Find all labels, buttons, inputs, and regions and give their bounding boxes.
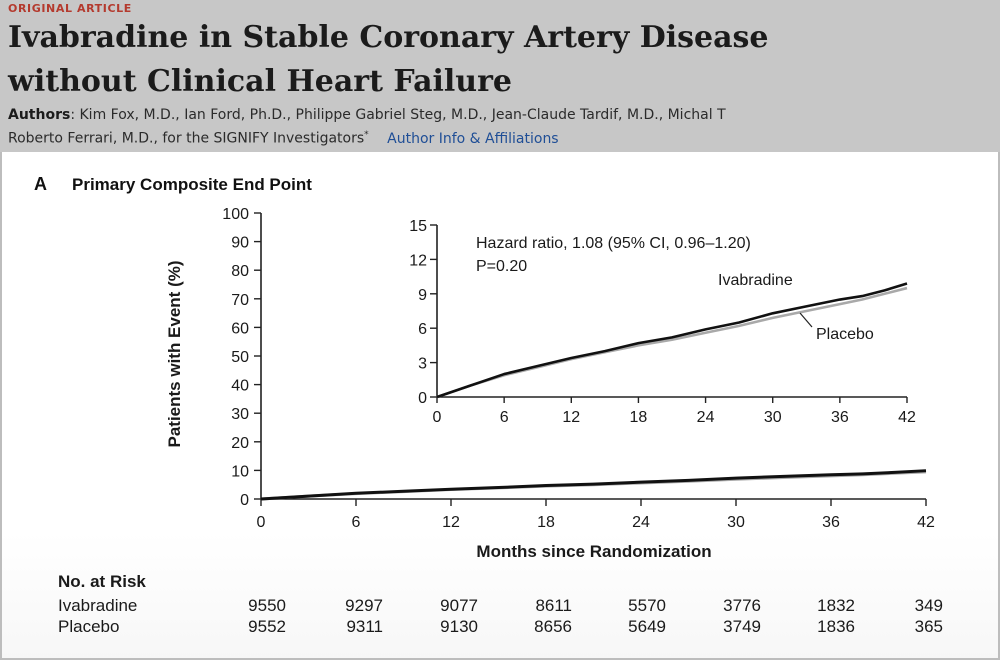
risk-table: No. at Risk Ivabradine 9550 9297 9077 8611 55…: [0, 572, 1000, 652]
authors-list-1: : Kim Fox, M.D., Ian Ford, Ph.D., Philip…: [70, 107, 726, 123]
author-info-link[interactable]: Author Info & Affiliations: [387, 130, 559, 147]
y-tick-label: 60: [231, 320, 249, 337]
panel-title: Primary Composite End Point: [72, 175, 312, 194]
risk-cell: 8656: [534, 617, 572, 636]
inset-x-tick-label: 12: [562, 409, 580, 426]
y-tick-label: 20: [231, 435, 249, 452]
risk-cell: 9297: [345, 596, 383, 615]
x-tick-label: 24: [632, 514, 650, 531]
x-axis-title: Months since Randomization: [476, 542, 711, 561]
y-tick-label: 80: [231, 263, 249, 280]
y-tick-label: 90: [231, 235, 249, 252]
inset-y-tick-label: 6: [418, 321, 427, 338]
risk-cell: 5649: [628, 617, 666, 636]
x-tick-label: 18: [537, 514, 555, 531]
placebo-leader-line: [799, 312, 813, 328]
inset-x-tick-label: 0: [433, 409, 442, 426]
risk-cell: 9552: [248, 617, 286, 636]
risk-cell: 3776: [723, 596, 761, 615]
inset-y-tick-label: 3: [418, 356, 427, 373]
risk-cell: 9130: [440, 617, 478, 636]
y-tick-label: 70: [231, 292, 249, 309]
series-line-ivabradine: [260, 469, 927, 501]
risk-cell: 9311: [346, 617, 383, 636]
x-tick-label: 6: [352, 514, 361, 531]
authors-line-1: Authors: Kim Fox, M.D., Ian Ford, Ph.D.,…: [8, 104, 1000, 126]
inset-label-placebo: Placebo: [816, 326, 874, 343]
inset-x-tick-label: 18: [630, 409, 648, 426]
inset-background: [438, 219, 916, 396]
risk-cell: 3749: [723, 617, 761, 636]
inset-x-tick-label: 36: [831, 409, 849, 426]
footnote-marker: *: [364, 130, 369, 140]
inset-x-tick-label: 24: [697, 409, 715, 426]
y-tick-label: 30: [231, 406, 249, 423]
risk-cell: 8611: [535, 596, 572, 615]
risk-cell: 9550: [248, 596, 286, 615]
inset-series-line-ivabradine: [436, 282, 908, 399]
risk-cell: 5570: [628, 596, 666, 615]
hazard-ratio-annotation: Hazard ratio, 1.08 (95% CI, 0.96–1.20): [476, 235, 751, 252]
article-title: Ivabradine in Stable Coronary Artery Dis…: [8, 20, 769, 99]
risk-cell: 9077: [440, 596, 478, 615]
panel-letter: A: [34, 174, 47, 194]
y-axis-title: Patients with Event (%): [165, 260, 184, 447]
y-tick-label: 0: [240, 492, 249, 509]
risk-row-label: Ivabradine: [58, 596, 138, 615]
risk-cell: 365: [914, 617, 943, 636]
inset-y-tick-label: 0: [418, 390, 427, 407]
x-tick-label: 0: [257, 514, 266, 531]
risk-cell: 1836: [817, 617, 855, 636]
authors-line-2: Roberto Ferrari, M.D., for the SIGNIFY I…: [8, 124, 1000, 150]
x-tick-label: 12: [442, 514, 460, 531]
risk-row-label: Placebo: [58, 617, 120, 636]
risk-cell: 1832: [817, 596, 855, 615]
y-tick-label: 40: [231, 378, 249, 395]
inset-y-tick-label: 12: [409, 252, 427, 269]
risk-cell: 349: [914, 596, 943, 615]
y-tick-label: 10: [231, 463, 249, 480]
inset-y-tick-label: 9: [418, 287, 427, 304]
inset-y-tick-label: 15: [409, 218, 427, 235]
x-tick-label: 36: [822, 514, 840, 531]
inset-x-tick-label: 30: [764, 409, 782, 426]
section-label: ORIGINAL ARTICLE: [8, 2, 132, 15]
inset-label-ivabradine: Ivabradine: [718, 272, 793, 289]
article-header: ORIGINAL ARTICLE Ivabradine in Stable Co…: [0, 0, 1000, 152]
authors-list-2: Roberto Ferrari, M.D., for the SIGNIFY I…: [8, 130, 365, 147]
x-tick-label: 30: [727, 514, 745, 531]
inset-x-tick-label: 42: [898, 409, 916, 426]
y-tick-label: 100: [222, 206, 249, 223]
risk-table-title: No. at Risk: [58, 572, 146, 591]
p-value-annotation: P=0.20: [476, 258, 527, 275]
y-tick-label: 50: [231, 349, 249, 366]
inset-x-tick-label: 6: [500, 409, 509, 426]
authors-label: Authors: [8, 107, 71, 123]
x-tick-label: 42: [917, 514, 935, 531]
